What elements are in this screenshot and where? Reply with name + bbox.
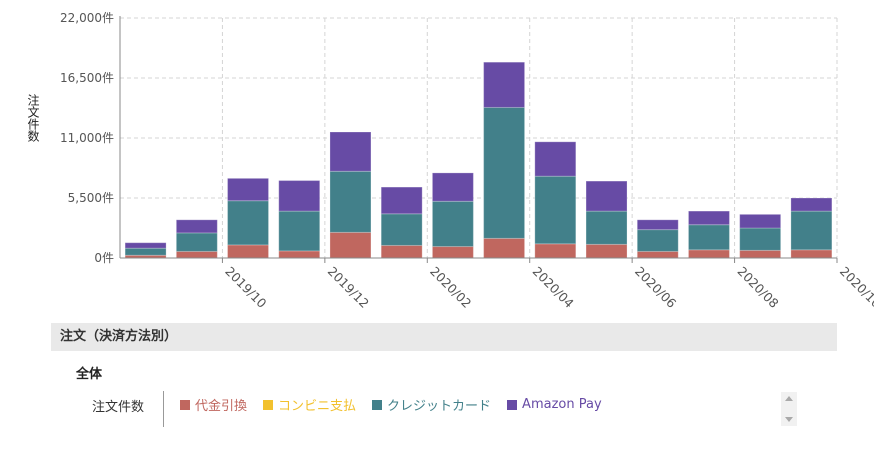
bar-segment [124, 242, 167, 249]
bar-segment [790, 210, 833, 251]
bar-segment [687, 224, 730, 251]
bar-segment [790, 197, 833, 212]
bar-segment [636, 229, 679, 252]
stacked-bar-chart: 0件 5,500件 11,000件 16,500件 22,000件 2019/10 2019… [26, 11, 874, 311]
bar-segment [124, 247, 167, 256]
row-divider [163, 391, 164, 427]
y-axis-label: 注文件数 [26, 93, 40, 143]
bar-segment [483, 61, 526, 108]
x-tick-label: 2019/10 [222, 264, 269, 311]
bar-segment [687, 210, 730, 226]
legend-label: クレジットカード [387, 399, 492, 414]
y-tick-label: 0件 [94, 251, 114, 265]
bar-segment [329, 131, 372, 172]
legend-swatch [372, 399, 383, 410]
bar-segment [380, 244, 423, 259]
x-tick-label: 2020/10 [837, 264, 874, 311]
x-tick-label: 2020/06 [632, 264, 679, 311]
bar-segment [585, 243, 628, 259]
bar-segment [483, 106, 526, 239]
y-tick-label: 22,000件 [60, 11, 114, 25]
bar-segment [431, 200, 474, 248]
bar-segment [227, 177, 270, 202]
legend-item-credit-card[interactable]: クレジットカード [372, 395, 491, 414]
bar-segment [175, 219, 218, 234]
bar-segment [227, 200, 270, 246]
bar-segment [739, 227, 782, 251]
scroll-down-icon[interactable] [785, 417, 793, 422]
bar-segment [585, 180, 628, 212]
legend-label: コンビニ支払 [278, 399, 357, 414]
y-tick-label: 11,000件 [60, 131, 114, 145]
bar-segment [278, 210, 321, 252]
bar-segment [380, 213, 423, 246]
bar-segment [534, 175, 577, 245]
bar-segment [431, 172, 474, 202]
x-tick-label: 2020/02 [427, 264, 474, 311]
bar-segment [431, 246, 474, 259]
scroll-up-icon[interactable] [785, 396, 793, 401]
x-tick-label: 2020/04 [530, 264, 577, 311]
bar-segment [790, 249, 833, 259]
x-tick-label: 2020/08 [734, 264, 781, 311]
bar-segment [585, 210, 628, 245]
bar-segment [329, 170, 372, 233]
section-title: 注文（決済方法別） [60, 329, 178, 344]
bar-segment [739, 213, 782, 229]
legend-label: 代金引換 [195, 399, 248, 414]
section-subtitle: 全体 [76, 367, 103, 382]
legend-swatch [263, 399, 274, 410]
bar-segment [380, 186, 423, 215]
row-label: 注文件数 [92, 400, 145, 415]
legend-swatch [180, 399, 190, 410]
legend-label: Amazon Pay [522, 397, 602, 412]
x-tick-label: 2019/12 [325, 264, 372, 311]
bar-segment [175, 232, 218, 252]
bar-segment [636, 250, 679, 259]
bar-segment [483, 237, 526, 259]
y-tick-label: 5,500件 [68, 191, 114, 205]
y-tick-label: 16,500件 [60, 71, 114, 85]
bar-segment [227, 244, 270, 259]
legend-scroller[interactable] [781, 392, 797, 426]
bar-segment [534, 141, 577, 177]
bar-segment [278, 250, 321, 259]
bar-segment [687, 249, 730, 259]
legend-item-amazon-pay[interactable]: Amazon Pay [507, 395, 602, 414]
legend-item-cod[interactable]: 代金引換 [180, 395, 247, 414]
section-header: 注文（決済方法別） [51, 323, 837, 351]
legend: 代金引換 コンビニ支払 クレジットカード Amazon Pay [180, 395, 602, 414]
bar-segment [175, 250, 218, 259]
legend-swatch [507, 399, 518, 410]
legend-item-convenience[interactable]: コンビニ支払 [263, 395, 356, 414]
bar-segment [739, 249, 782, 259]
bar-segment [636, 219, 679, 231]
bar-segment [534, 243, 577, 259]
bar-segment [329, 231, 372, 259]
bar-segment [278, 180, 321, 212]
